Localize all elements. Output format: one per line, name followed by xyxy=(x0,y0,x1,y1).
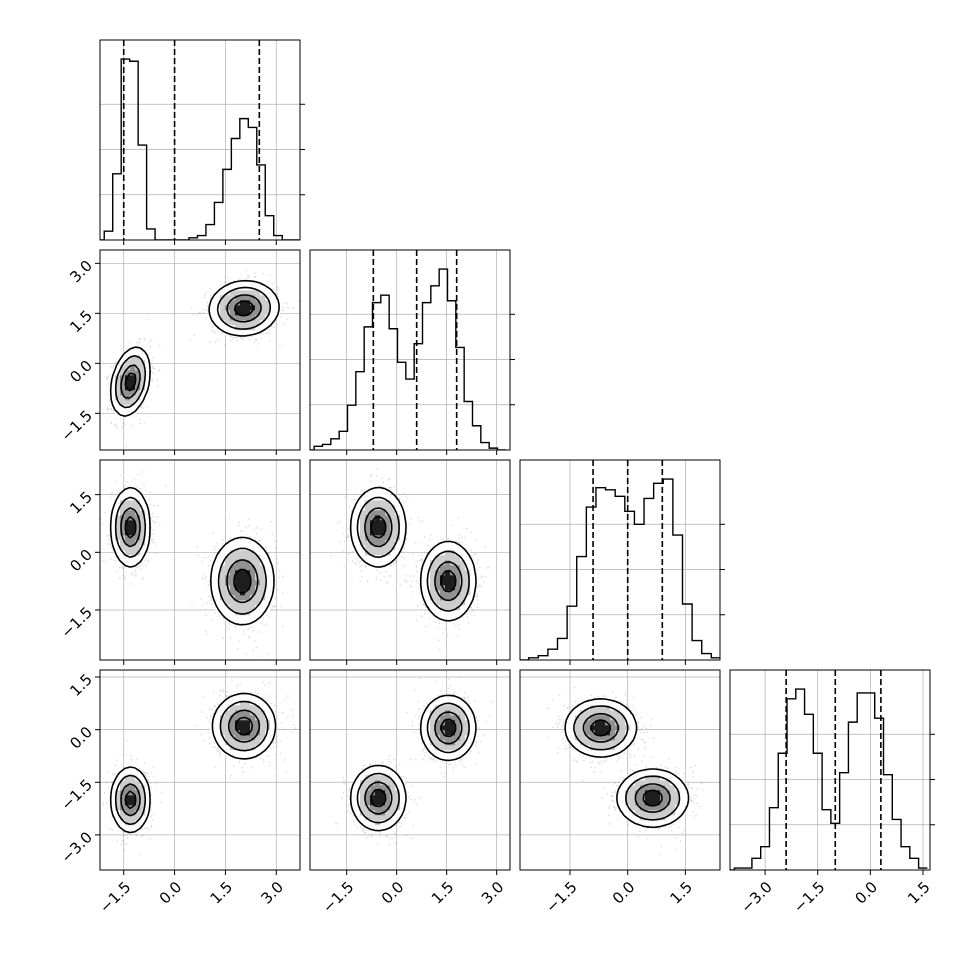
contour-level-1 xyxy=(109,279,280,417)
y-tick-label: 3.0 xyxy=(66,257,96,287)
histogram-series xyxy=(520,478,720,660)
contour-level-1 xyxy=(349,694,477,832)
y-tick-label: −3.0 xyxy=(58,828,96,866)
contour-level-3 xyxy=(120,507,259,604)
panel-frame xyxy=(99,249,301,451)
contour-level-1 xyxy=(564,698,690,829)
histogram-series xyxy=(100,58,300,240)
contour-level-4 xyxy=(370,718,457,808)
density-cells xyxy=(350,490,476,621)
contour-level-4 xyxy=(124,716,254,810)
contour-level-2 xyxy=(356,702,470,824)
contour-level-2 xyxy=(573,705,681,821)
x-tick-label: −1.5 xyxy=(542,878,580,916)
scatter-panel-4-2: −1.5 0.0 1.5 3.0 xyxy=(309,669,511,917)
contour-level-1 xyxy=(349,486,477,622)
contour-level-3 xyxy=(582,712,671,813)
x-tick-label: 0.0 xyxy=(156,878,186,908)
contour-level-4 xyxy=(590,719,663,807)
histogram-panel-4: −3.0 −1.5 0.0 1.5 xyxy=(729,669,935,917)
histogram-series xyxy=(730,688,928,870)
x-tick-label: 0.0 xyxy=(852,878,882,908)
contour-level-2 xyxy=(114,700,269,826)
contour-level-3 xyxy=(120,294,262,399)
contour-level-4 xyxy=(370,516,457,593)
y-tick-label: 1.5 xyxy=(66,488,96,518)
y-tick-label: 0.0 xyxy=(66,546,96,576)
y-tick-label: 1.5 xyxy=(66,307,96,337)
x-tick-label: −3.0 xyxy=(737,878,775,916)
panel-frame xyxy=(99,669,301,871)
x-tick-label: 0.0 xyxy=(378,878,408,908)
x-tick-label: 3.0 xyxy=(257,878,287,908)
y-tick-label: −1.5 xyxy=(58,603,96,641)
contour-level-3 xyxy=(364,711,463,815)
x-tick-label: 1.5 xyxy=(428,878,458,908)
scatter-panel-3-2 xyxy=(309,459,511,665)
panel-frame xyxy=(519,459,721,661)
contour-level-2 xyxy=(356,496,470,612)
contour-level-1 xyxy=(109,692,277,834)
x-tick-label: −1.5 xyxy=(96,878,134,916)
scatter-panel-2-1: −1.5 0.0 1.5 3.0 xyxy=(58,249,301,455)
contour-level-3 xyxy=(120,709,261,817)
x-tick-label: −1.5 xyxy=(319,878,357,916)
y-tick-label: 0.0 xyxy=(66,357,96,387)
contour-level-4 xyxy=(124,300,254,392)
density-cells xyxy=(110,695,276,831)
contour-level-1 xyxy=(109,486,275,626)
histogram-panel-1 xyxy=(99,39,305,245)
x-tick-label: −1.5 xyxy=(790,878,828,916)
x-tick-label: 3.0 xyxy=(478,878,508,908)
y-tick-label: −1.5 xyxy=(58,407,96,445)
y-tick-label: 0.0 xyxy=(66,723,96,753)
panel-frame xyxy=(519,669,721,871)
panel-frame xyxy=(309,249,511,451)
x-tick-label: 1.5 xyxy=(207,878,237,908)
contour-level-3 xyxy=(364,507,463,602)
contour-level-4 xyxy=(124,515,252,594)
panel-frame xyxy=(309,669,511,871)
contour-level-2 xyxy=(114,496,267,615)
histogram-panel-3 xyxy=(519,459,725,665)
panel-frame xyxy=(309,459,511,661)
x-tick-label: 0.0 xyxy=(609,878,639,908)
panel-frame xyxy=(99,39,301,241)
y-tick-label: −1.5 xyxy=(58,776,96,814)
scatter-panel-4-1: −1.5 0.0 1.5 3.0−3.0−1.50.01.5 xyxy=(58,669,301,917)
panel-frame xyxy=(99,459,301,661)
x-tick-label: 1.5 xyxy=(904,878,934,908)
scatter-panel-4-3: −1.5 0.0 1.5 xyxy=(519,669,721,917)
histogram-series xyxy=(310,268,506,450)
scatter-panel-3-1: −1.5 0.0 1.5 xyxy=(58,459,301,665)
x-tick-label: 1.5 xyxy=(667,878,697,908)
histogram-panel-2 xyxy=(309,249,515,455)
contour-level-2 xyxy=(114,286,271,409)
panel-frame xyxy=(729,669,931,871)
y-tick-label: 1.5 xyxy=(66,670,96,700)
